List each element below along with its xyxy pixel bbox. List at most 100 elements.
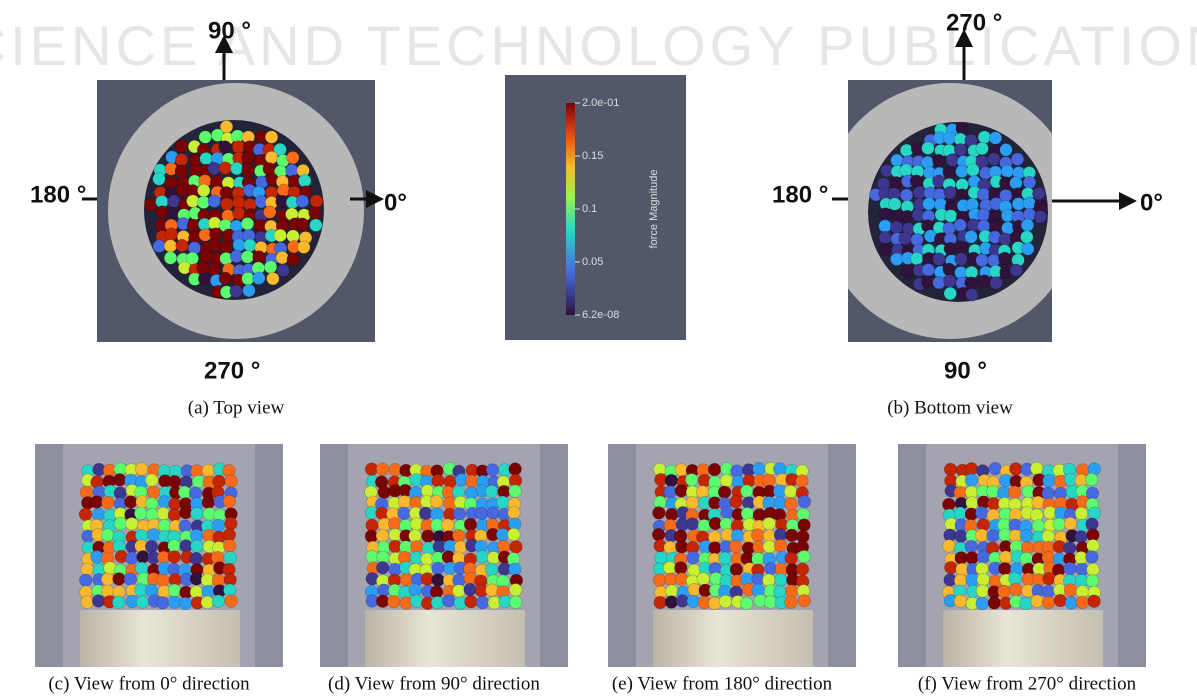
particle: [220, 187, 233, 200]
particle: [954, 595, 967, 608]
particle: [81, 596, 94, 609]
particle: [987, 497, 1000, 510]
particle: [126, 517, 139, 530]
particle: [486, 584, 499, 597]
particle: [943, 263, 956, 276]
particle: [1020, 529, 1033, 542]
caption: (b) Bottom view: [887, 397, 1013, 418]
particle: [476, 550, 489, 563]
particle: [388, 595, 401, 608]
particle: [664, 486, 677, 499]
particle: [365, 530, 378, 543]
side-view: (c) View from 0° direction: [35, 444, 283, 694]
particle: [230, 162, 243, 175]
particle: [221, 198, 234, 211]
particle: [988, 597, 1001, 610]
particle: [287, 253, 300, 266]
particle: [686, 518, 699, 531]
particle: [975, 507, 988, 520]
particle: [890, 221, 903, 234]
particle: [902, 265, 915, 278]
colorbar-tick-label: 6.2e-08: [582, 309, 619, 321]
particle: [933, 276, 946, 289]
watermark: SCIENCE AND TECHNOLOGY PUBLICATIONS: [0, 14, 1197, 77]
particle: [1064, 562, 1077, 575]
particle: [212, 519, 225, 532]
particle: [496, 528, 509, 541]
particle: [1032, 496, 1045, 509]
particle: [164, 252, 177, 265]
particle: [212, 595, 225, 608]
particle: [298, 174, 311, 187]
particle: [286, 164, 299, 177]
particle: [145, 198, 158, 211]
particle: [376, 595, 389, 608]
particle: [486, 464, 499, 477]
particle: [175, 153, 188, 166]
particle: [954, 507, 967, 520]
particle: [1053, 518, 1066, 531]
direction-label: 270 °: [204, 357, 260, 384]
particle: [933, 253, 946, 266]
particle: [1088, 595, 1101, 608]
colorbar-tick-label: 0.1: [582, 203, 597, 215]
particle: [166, 207, 179, 220]
particle: [146, 497, 159, 510]
particle: [297, 241, 310, 254]
particle: [475, 507, 488, 520]
particle: [453, 507, 466, 520]
particle: [1042, 551, 1055, 564]
particle: [432, 574, 445, 587]
particle: [989, 462, 1002, 475]
direction-label: 180 °: [30, 181, 86, 208]
particle: [190, 552, 203, 565]
particle: [242, 164, 255, 177]
particle: [762, 574, 775, 587]
particle: [1086, 551, 1099, 564]
particle: [219, 141, 232, 154]
particle: [978, 131, 991, 144]
particle: [1023, 176, 1036, 189]
particle: [410, 595, 423, 608]
particle: [201, 574, 214, 587]
particle: [785, 596, 798, 609]
particle: [508, 506, 521, 519]
particle: [209, 228, 222, 241]
figure: SCIENCE AND TECHNOLOGY PUBLICATIONS 90 °…: [0, 0, 1197, 696]
particle: [225, 475, 238, 488]
particle: [1011, 153, 1024, 166]
particle: [496, 496, 509, 509]
particle: [201, 596, 214, 609]
particle: [889, 198, 902, 211]
particle: [798, 550, 811, 563]
particle: [241, 152, 254, 165]
particle: [296, 195, 309, 208]
caption: (d) View from 90° direction: [328, 673, 540, 694]
particle: [168, 596, 181, 609]
particle: [398, 495, 411, 508]
particle: [879, 231, 892, 244]
particle: [708, 463, 721, 476]
side-view: (e) View from 180° direction: [608, 444, 856, 694]
particle: [507, 528, 520, 541]
particle: [79, 574, 92, 587]
particle: [921, 276, 934, 289]
particle: [409, 584, 422, 597]
particle: [465, 595, 478, 608]
caption: (a) Top view: [188, 397, 285, 418]
particle: [675, 485, 688, 498]
particle: [147, 528, 160, 541]
particle: [202, 496, 215, 509]
particle: [175, 140, 188, 153]
particle: [998, 252, 1011, 265]
particle: [1042, 487, 1055, 500]
side-view: (d) View from 90° direction: [320, 444, 568, 694]
particle: [79, 508, 92, 521]
particle: [1020, 597, 1033, 610]
particle: [943, 540, 956, 553]
particle: [208, 263, 221, 276]
particle: [976, 254, 989, 267]
particle: [230, 250, 243, 263]
particle: [168, 195, 181, 208]
particle: [965, 277, 978, 290]
